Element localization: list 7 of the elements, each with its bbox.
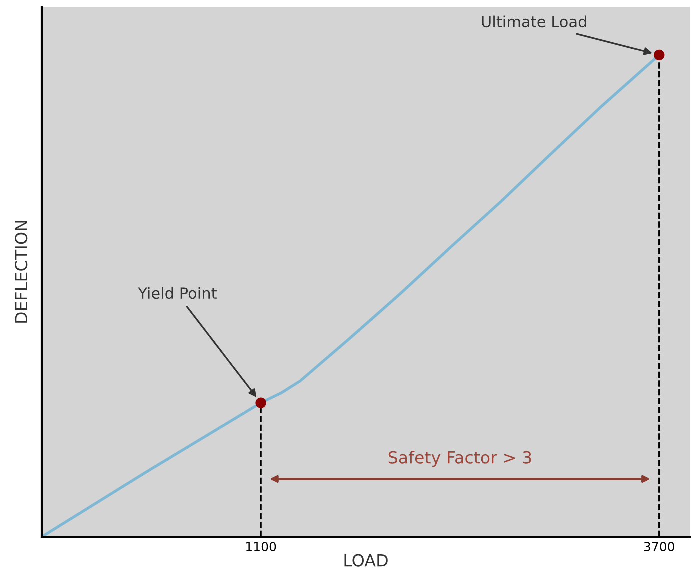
annotation: Yield Point [138,287,217,300]
x-tick-label: 3700 [644,542,674,552]
x-axis-title: LOAD [344,554,388,567]
x-tick-label: 1100 [246,542,276,552]
annotation: Safety Factor > 3 [388,451,532,468]
y-axis-title: DEFLECTION [15,221,28,323]
annotation: Ultimate Load [482,16,586,28]
